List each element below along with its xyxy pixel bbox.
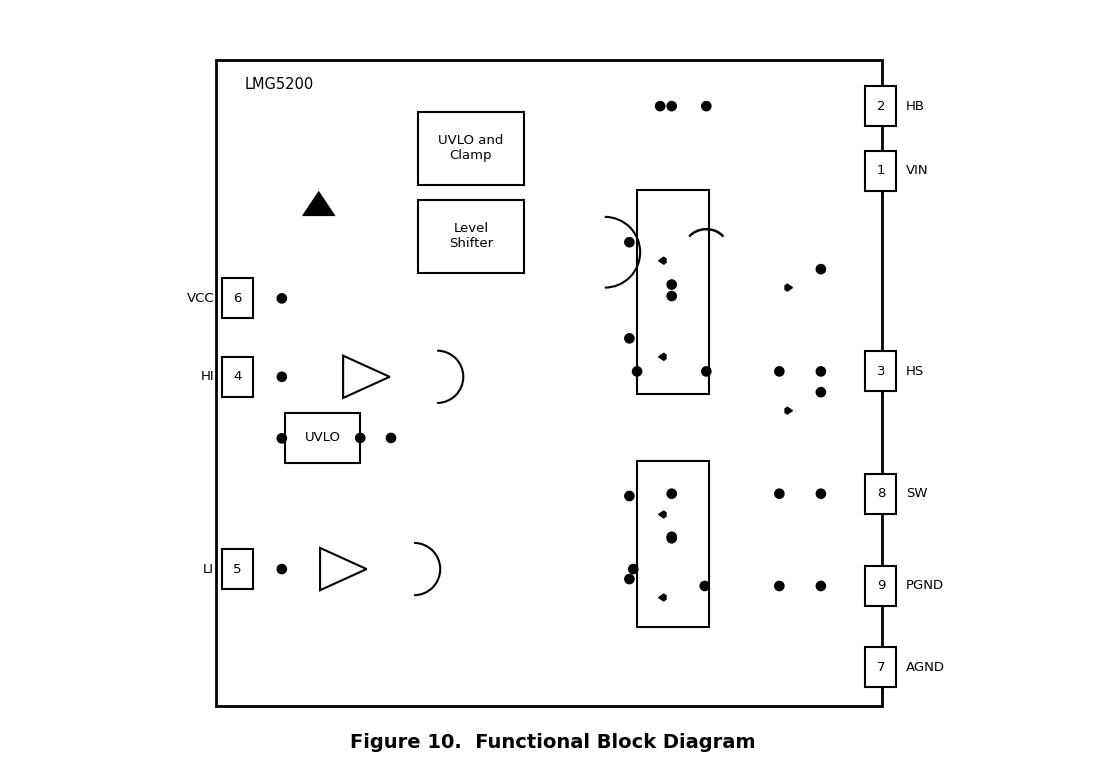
Circle shape <box>277 564 286 574</box>
Circle shape <box>667 291 676 301</box>
Text: VIN: VIN <box>906 165 929 177</box>
Circle shape <box>624 334 634 343</box>
Text: PGND: PGND <box>906 580 945 592</box>
Circle shape <box>701 581 709 591</box>
Text: AGND: AGND <box>906 661 945 674</box>
Text: Figure 10.  Functional Block Diagram: Figure 10. Functional Block Diagram <box>349 733 756 751</box>
Bar <box>222 278 253 318</box>
Polygon shape <box>302 191 336 216</box>
Circle shape <box>632 367 642 376</box>
Circle shape <box>667 280 676 289</box>
Circle shape <box>624 238 634 247</box>
Circle shape <box>817 265 825 274</box>
FancyArrow shape <box>659 594 666 601</box>
Bar <box>865 566 896 606</box>
Text: 7: 7 <box>876 661 885 674</box>
Circle shape <box>775 581 783 591</box>
Bar <box>222 549 253 589</box>
Circle shape <box>277 434 286 443</box>
FancyArrow shape <box>785 284 792 291</box>
Text: SW: SW <box>906 488 928 500</box>
Circle shape <box>356 434 365 442</box>
Circle shape <box>817 367 825 376</box>
Text: Level
Shifter: Level Shifter <box>449 222 493 251</box>
Circle shape <box>702 367 711 376</box>
Bar <box>865 351 896 391</box>
Circle shape <box>817 388 825 397</box>
Polygon shape <box>320 548 367 591</box>
Bar <box>285 413 360 463</box>
Bar <box>865 474 896 514</box>
Bar <box>865 151 896 191</box>
Text: 6: 6 <box>233 292 241 305</box>
Circle shape <box>667 489 676 498</box>
Bar <box>222 357 253 397</box>
Circle shape <box>624 491 634 501</box>
Circle shape <box>667 532 676 541</box>
FancyArrow shape <box>659 353 666 361</box>
Circle shape <box>277 294 286 303</box>
Text: 5: 5 <box>233 563 242 575</box>
Bar <box>865 86 896 126</box>
Circle shape <box>624 574 634 584</box>
FancyArrow shape <box>659 257 666 265</box>
Circle shape <box>277 372 286 381</box>
Circle shape <box>655 102 665 111</box>
Text: UVLO and
Clamp: UVLO and Clamp <box>439 134 504 162</box>
Polygon shape <box>344 355 390 398</box>
Bar <box>638 461 708 627</box>
Bar <box>638 190 708 394</box>
Text: 2: 2 <box>876 100 885 112</box>
Circle shape <box>775 367 783 376</box>
Text: HS: HS <box>906 365 925 378</box>
Circle shape <box>387 434 396 442</box>
Bar <box>418 112 524 185</box>
FancyArrow shape <box>785 407 792 414</box>
Text: HI: HI <box>200 371 214 383</box>
Circle shape <box>667 102 676 111</box>
Circle shape <box>775 489 783 498</box>
Text: LMG5200: LMG5200 <box>245 77 314 92</box>
Text: 8: 8 <box>876 488 885 500</box>
Bar <box>418 200 524 273</box>
Text: 9: 9 <box>876 580 885 592</box>
Circle shape <box>667 534 676 543</box>
Text: 3: 3 <box>876 365 885 378</box>
FancyArrow shape <box>659 511 666 518</box>
Text: UVLO: UVLO <box>305 431 340 444</box>
Text: VCC: VCC <box>187 292 214 305</box>
Circle shape <box>629 564 638 574</box>
Circle shape <box>702 102 711 111</box>
Bar <box>865 647 896 687</box>
Text: 4: 4 <box>233 371 241 383</box>
Text: LI: LI <box>203 563 214 575</box>
Circle shape <box>817 489 825 498</box>
Circle shape <box>817 581 825 591</box>
Text: 1: 1 <box>876 165 885 177</box>
Text: HB: HB <box>906 100 925 112</box>
Bar <box>215 60 882 706</box>
